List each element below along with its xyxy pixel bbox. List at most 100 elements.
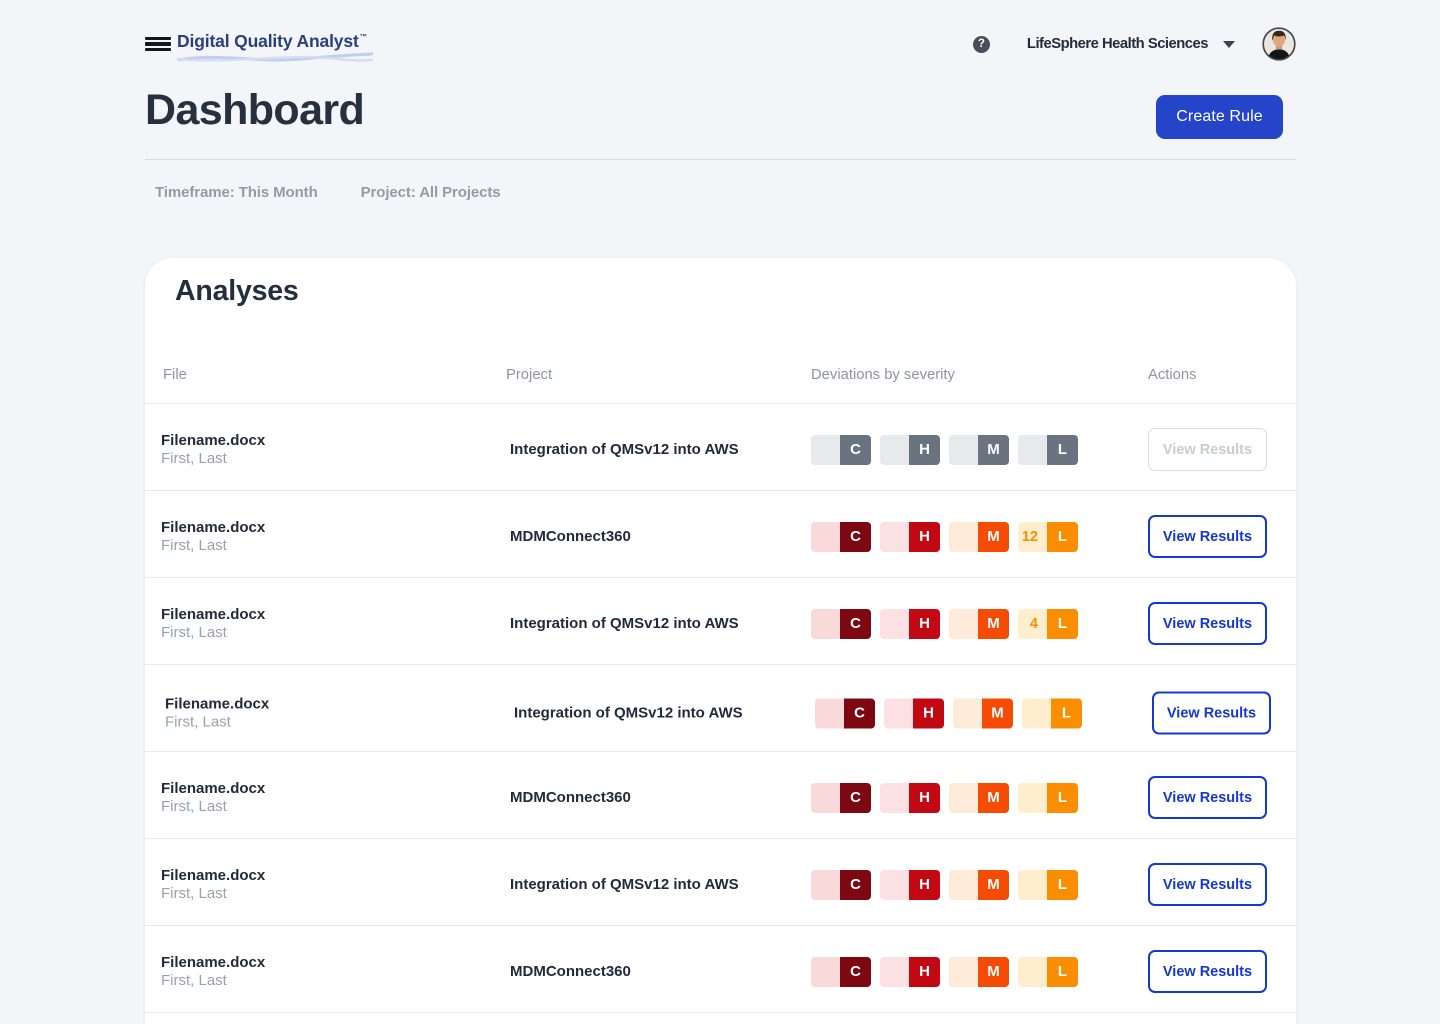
severity-count [1022,698,1051,728]
severity-letter: H [909,608,940,639]
severity-count [811,434,840,465]
actions-cell: View Results [1152,691,1300,735]
severity-badge-m: M [949,869,1009,900]
severity-badge-group: C H M 12 L [811,521,1148,552]
severity-count [949,956,978,987]
severity-badge-c: C [815,698,875,728]
file-cell: Filename.docx First, Last [161,519,506,555]
file-owner: First, Last [161,623,227,641]
column-header-file: File [163,366,187,383]
hamburger-menu-icon[interactable] [145,36,171,52]
view-results-button[interactable]: View Results [1148,950,1267,993]
column-header-actions: Actions [1148,366,1197,383]
severity-count [880,434,909,465]
file-owner: First, Last [161,449,227,467]
severity-letter: M [978,782,1009,813]
create-rule-button[interactable]: Create Rule [1156,95,1283,139]
severity-count: 12 [1018,521,1047,552]
file-name: Filename.docx [161,518,266,536]
table-header: File Project Deviations by severity Acti… [145,367,1296,383]
severity-badge-m: M [949,782,1009,813]
view-results-button[interactable]: View Results [1148,515,1267,558]
organization-name[interactable]: LifeSphere Health Sciences [1026,36,1209,52]
actions-cell: View Results [1148,515,1296,558]
severity-badge-m: M [949,521,1009,552]
user-avatar[interactable] [1262,27,1296,61]
severity-letter: M [978,956,1009,987]
brand-logo: Digital Quality Analyst™ [175,31,374,62]
severity-count: 4 [1018,608,1047,639]
severity-badge-l: L [1018,782,1078,813]
actions-cell: View Results [1148,428,1296,471]
logo-wave-swoosh [177,52,374,62]
severity-count [1018,956,1047,987]
severity-badge-l: L [1018,434,1078,465]
view-results-button[interactable]: View Results [1148,602,1267,645]
severity-letter: H [909,521,940,552]
actions-cell: View Results [1148,776,1296,819]
severity-letter: C [840,521,871,552]
project-cell: MDMConnect360 [510,963,631,980]
severity-badge-l: 12 L [1018,521,1078,552]
file-name: Filename.docx [161,866,266,884]
severity-letter: L [1047,434,1078,465]
project-filter[interactable]: Project: All Projects [360,183,501,201]
severity-letter: H [909,434,940,465]
severity-badge-h: H [880,782,940,813]
severity-badge-h: H [880,521,940,552]
severity-letter: C [840,782,871,813]
severity-letter: C [840,869,871,900]
severity-badge-m: M [949,956,1009,987]
chevron-down-icon[interactable] [1223,40,1235,48]
column-header-deviations: Deviations by severity [811,366,955,383]
table-row [145,1012,1296,1024]
view-results-button[interactable]: View Results [1152,691,1271,735]
actions-cell: View Results [1148,602,1296,645]
title-divider [145,158,1296,160]
severity-badge-m: M [949,434,1009,465]
severity-count [880,521,909,552]
top-bar-right: ? LifeSphere Health Sciences [972,27,1296,61]
file-cell: Filename.docx First, Last [161,606,506,642]
table-row: Filename.docx First, Last Integration of… [145,838,1296,925]
table-row: Filename.docx First, Last MDMConnect360 … [145,751,1296,838]
column-header-project: Project [506,366,553,383]
severity-count [811,608,840,639]
severity-badge-c: C [811,521,871,552]
severity-letter: M [982,698,1013,728]
severity-badge-c: C [811,956,871,987]
severity-letter: H [909,782,940,813]
help-icon[interactable]: ? [972,35,990,53]
page-title: Dashboard [145,86,365,134]
view-results-button[interactable]: View Results [1148,863,1267,906]
file-name: Filename.docx [161,779,266,797]
severity-count [880,869,909,900]
project-cell: Integration of QMSv12 into AWS [510,876,739,893]
severity-badge-m: M [949,608,1009,639]
file-name: Filename.docx [161,605,266,623]
severity-badge-c: C [811,869,871,900]
project-cell: Integration of QMSv12 into AWS [514,704,743,722]
file-owner: First, Last [161,971,227,989]
file-cell: Filename.docx First, Last [161,780,506,816]
severity-letter: L [1047,956,1078,987]
severity-badge-h: H [884,698,944,728]
table-row: Filename.docx First, Last MDMConnect360 … [145,490,1296,577]
severity-count [1018,782,1047,813]
severity-badge-l: L [1018,956,1078,987]
timeframe-filter[interactable]: Timeframe: This Month [155,183,318,201]
severity-letter: H [909,869,940,900]
severity-letter: L [1051,698,1082,728]
file-cell: Filename.docx First, Last [161,867,506,903]
file-cell: Filename.docx First, Last [165,695,510,731]
file-cell: Filename.docx First, Last [161,954,506,990]
view-results-button[interactable]: View Results [1148,776,1267,819]
file-owner: First, Last [161,884,227,902]
